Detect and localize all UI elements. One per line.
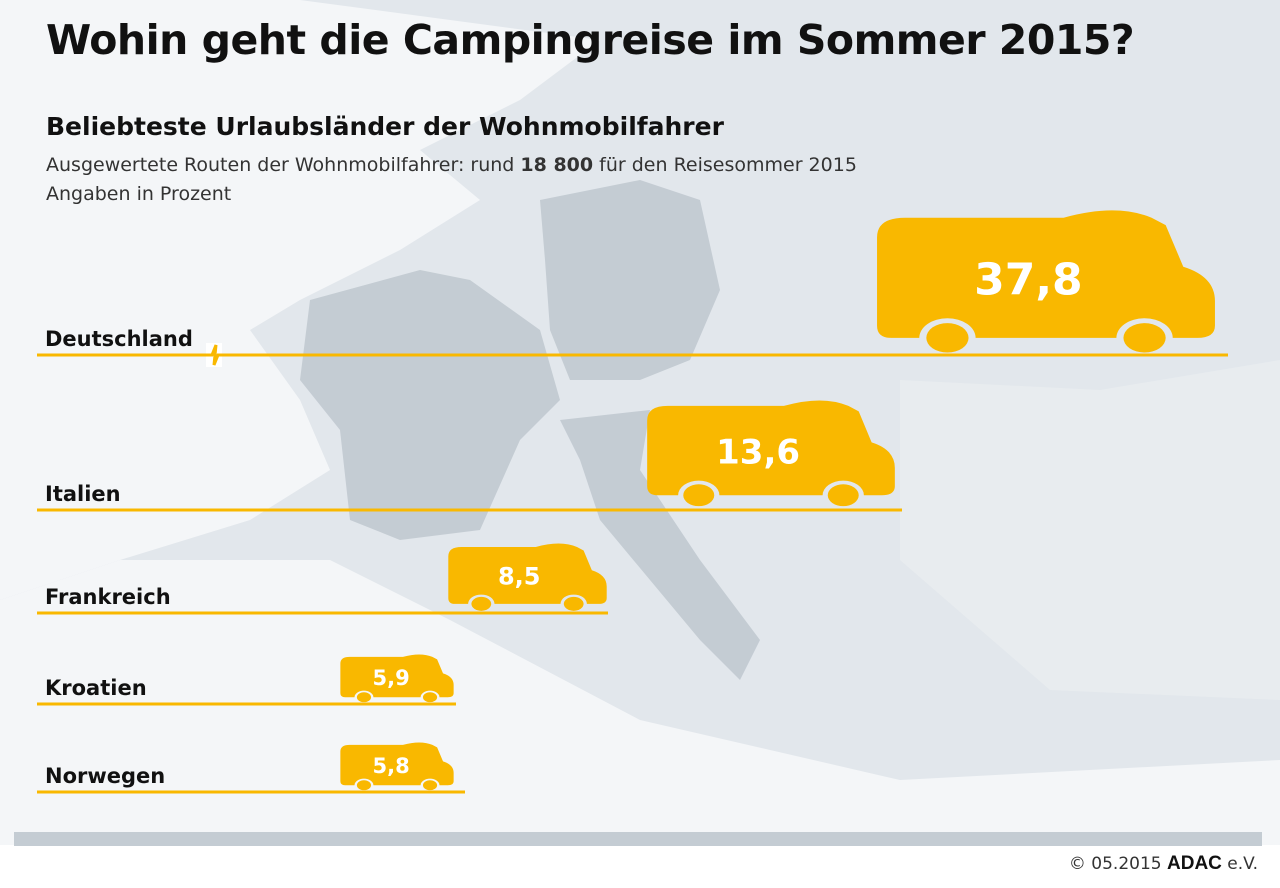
bar-row-kroatien: 5,9 Kroatien [37,654,456,706]
source-note: Ausgewertete Routen der Wohnmobilfahrer:… [46,154,857,176]
camper-body [340,654,454,698]
map-region-east [900,360,1280,700]
category-label: Deutschland [45,327,193,351]
camper-wheel [563,596,584,611]
bottom-bar [14,832,1262,846]
value-label: 13,6 [716,432,800,472]
camper-wheel [471,596,492,611]
bar-row-italien: 13,6 Italien [37,400,902,512]
camper-icon [340,742,454,791]
adac-logo-text: ADAC [1167,853,1222,874]
camper-icon [448,543,607,611]
note-prefix: Ausgewertete Routen der Wohnmobilfahrer:… [46,154,521,176]
map-sea [0,560,1280,845]
camper-wheel [356,692,372,703]
camper-wheel [356,780,372,791]
value-label: 8,5 [498,562,541,590]
map-region-italy [560,410,760,680]
camper-wheel [422,780,438,791]
page-title: Wohin geht die Campingreise im Sommer 20… [46,16,1135,64]
note-count: 18 800 [520,154,594,176]
camper-body [647,400,895,496]
value-label: 5,8 [372,754,409,778]
camper-bar-chart: 37,8 Deutschland 13,6 Italien 8,5 Frankreich 5… [37,210,1228,794]
camper-wheel [827,484,859,507]
camper-body [448,543,607,604]
camper-wheel [422,692,438,703]
map-region-france [300,270,560,540]
camper-icon [647,400,895,507]
camper-icon [340,654,454,703]
camper-body [877,210,1215,338]
category-label: Frankreich [45,585,171,609]
value-label: 37,8 [974,254,1083,305]
credit-suffix: e.V. [1221,854,1258,874]
camper-wheel [926,323,969,353]
camper-icon [877,210,1215,353]
bar-row-deutschland: 37,8 Deutschland [37,210,1228,367]
value-label: 5,9 [372,666,409,690]
map-region-germany [540,180,720,380]
camper-body [340,742,454,786]
unit-note: Angaben in Prozent [46,183,232,205]
category-label: Kroatien [45,676,147,700]
copyright-text: © 05.2015 [1068,854,1167,874]
camper-wheel [1123,323,1166,353]
category-label: Norwegen [45,764,165,788]
credit: © 05.2015 ADAC e.V. [1069,853,1258,875]
bar-row-frankreich: 8,5 Frankreich [37,543,608,615]
note-suffix: für den Reisesommer 2015 [593,154,857,176]
chart-subtitle: Beliebteste Urlaubsländer der Wohnmobilf… [46,112,724,141]
camper-wheel [683,484,715,507]
axis-break-icon [205,344,224,366]
bar-row-norwegen: 5,8 Norwegen [37,742,465,794]
category-label: Italien [45,482,121,506]
